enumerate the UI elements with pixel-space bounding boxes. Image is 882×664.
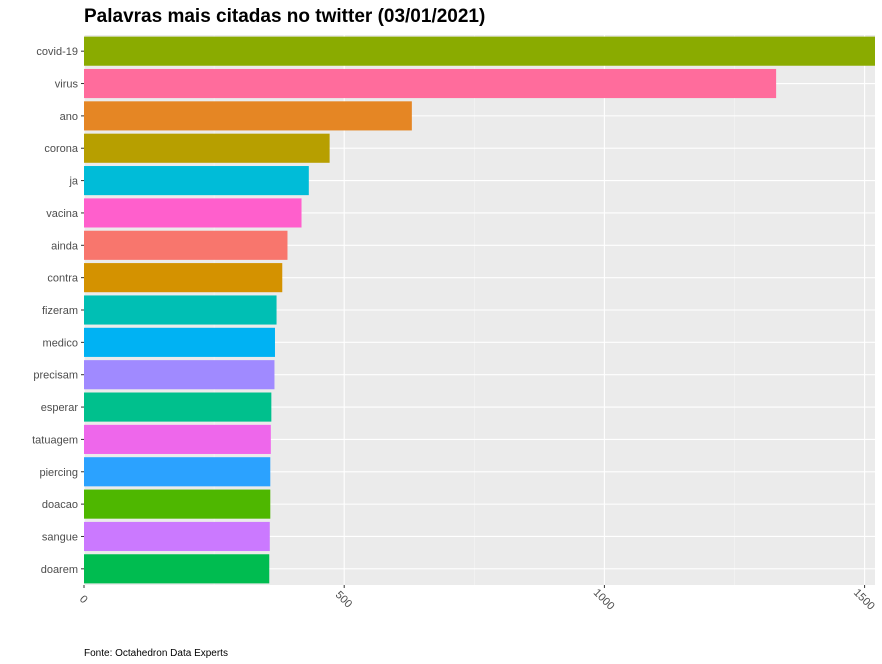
bar-covid-19 <box>84 36 875 66</box>
bar-tatuagem <box>84 424 271 454</box>
bar-ja <box>84 166 309 196</box>
y-tick-label: covid-19 <box>36 46 78 58</box>
y-axis-ticks: covid-19 virus ano corona ja vacina ainda contr… <box>32 46 84 576</box>
bar-esperar <box>84 392 272 422</box>
bar-vacina <box>84 198 302 228</box>
x-tick-label: 500 <box>333 589 354 610</box>
y-tick-label: fizeram <box>42 305 78 317</box>
y-tick-label: sangue <box>42 531 78 543</box>
bar-doacao <box>84 489 271 519</box>
x-tick-label: 1000 <box>591 587 617 613</box>
y-tick-label: tatuagem <box>32 434 78 446</box>
y-tick-label: ja <box>68 176 78 188</box>
chart-title: Palavras mais citadas no twitter (03/01/… <box>84 6 486 27</box>
y-tick-label: corona <box>44 143 79 155</box>
y-tick-label: doacao <box>42 499 78 511</box>
y-tick-label: contra <box>47 273 78 285</box>
x-axis-ticks: 0 500 1000 1500 <box>77 585 877 613</box>
y-tick-label: virus <box>55 79 79 91</box>
bar-piercing <box>84 457 271 487</box>
y-tick-label: vacina <box>46 208 79 220</box>
bar-sangue <box>84 521 270 552</box>
bar-ano <box>84 101 412 131</box>
y-tick-label: medico <box>43 337 78 349</box>
y-tick-label: esperar <box>41 402 79 414</box>
y-tick-label: doarem <box>41 564 78 576</box>
bar-contra <box>84 263 283 293</box>
y-tick-label: ano <box>60 111 78 123</box>
y-tick-label: precisam <box>33 370 78 382</box>
bar-precisam <box>84 360 275 390</box>
bar-fizeram <box>84 295 277 325</box>
x-tick-label: 1500 <box>851 587 877 613</box>
y-tick-label: piercing <box>39 467 78 479</box>
bar-corona <box>84 133 330 163</box>
bar-doarem <box>84 554 270 584</box>
y-tick-label: ainda <box>51 240 79 252</box>
bar-ainda <box>84 230 288 260</box>
x-tick-label: 0 <box>77 593 90 606</box>
chart-caption: Fonte: Octahedron Data Experts <box>84 648 228 659</box>
bars <box>84 36 875 584</box>
bar-virus <box>84 68 777 99</box>
bar-medico <box>84 327 275 357</box>
